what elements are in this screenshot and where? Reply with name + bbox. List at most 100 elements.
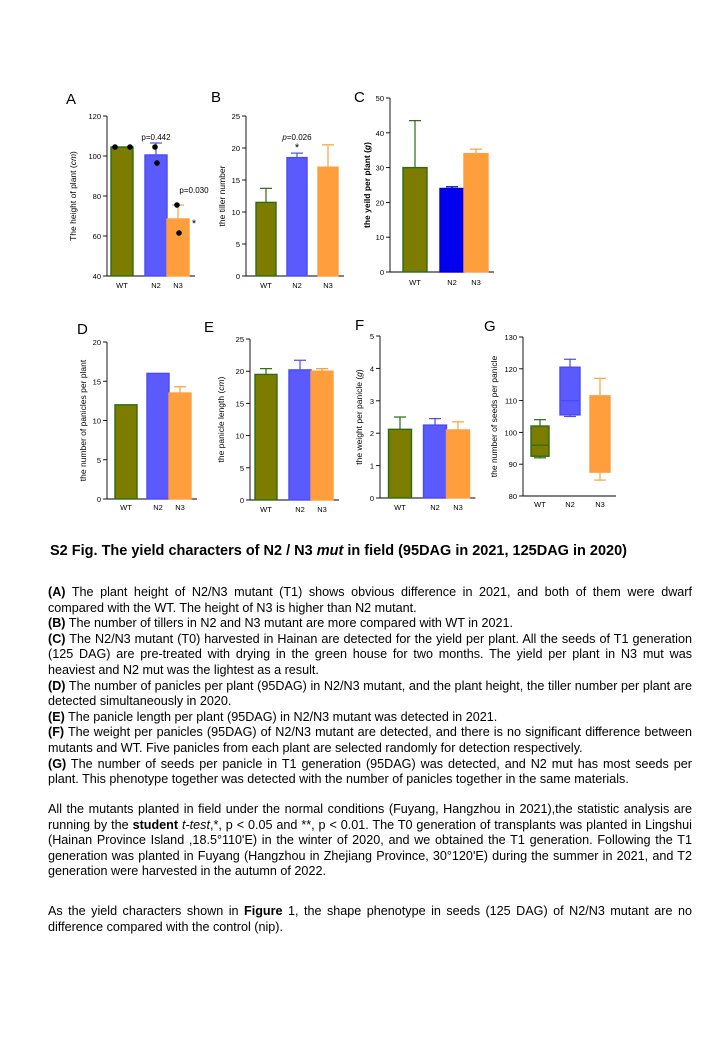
description-g: (G) The number of seeds per panicle in T… — [48, 756, 692, 787]
y-tick-label: 15 — [93, 377, 101, 386]
y-axis-label-part: the panicle length ( — [216, 391, 226, 463]
x-tick-label: WT — [260, 281, 272, 290]
y-tick-label: 5 — [236, 240, 240, 249]
data-point — [174, 202, 180, 208]
y-tick-label: 5 — [240, 464, 244, 473]
panel-descriptions: (A) The plant height of N2/N3 mutant (T1… — [48, 585, 692, 788]
x-tick-label: N2 — [295, 505, 305, 514]
y-tick-label: 1 — [370, 462, 374, 471]
significance-star: * — [295, 142, 300, 154]
y-tick-label: 120 — [504, 365, 517, 374]
y-tick-label: 20 — [93, 338, 101, 347]
panel-letter-b: B — [211, 89, 222, 106]
bar-wt — [254, 373, 278, 501]
x-tick-label: N2 — [565, 500, 575, 509]
summary-paragraph: As the yield characters shown in Figure … — [48, 904, 692, 934]
y-axis-label-part: g — [354, 372, 364, 377]
bar-n3 — [445, 429, 471, 499]
box-n3 — [589, 395, 611, 473]
y-tick-label: 40 — [376, 129, 384, 138]
x-tick-label: WT — [260, 505, 272, 514]
x-tick-label: N3 — [323, 281, 333, 290]
bar-n3 — [463, 152, 489, 273]
p-value-annotation: p=0.030 — [179, 186, 209, 195]
bar-n3 — [166, 218, 190, 277]
y-tick-label: 40 — [93, 272, 101, 281]
x-tick-label: N3 — [595, 500, 605, 509]
y-tick-label: 10 — [232, 208, 240, 217]
description-b: (B) The number of tillers in N2 and N3 m… — [48, 616, 514, 631]
y-axis-label-part: ) — [68, 151, 78, 154]
panel-letter-e: E — [204, 319, 215, 336]
description-a: (A) The plant height of N2/N3 mutant (T1… — [48, 585, 692, 615]
y-axis-label: the yeild per plant (g) — [362, 142, 372, 228]
y-tick-label: 50 — [376, 94, 384, 103]
y-axis-label-part: the yeild per plant ( — [362, 150, 372, 228]
bar-n3 — [310, 370, 334, 501]
bar-wt — [255, 201, 277, 277]
x-tick-label: WT — [534, 500, 546, 509]
y-axis-label-part: the tiller number — [217, 165, 227, 226]
y-axis-label: the number of seeds per panicle — [489, 356, 499, 478]
y-tick-label: 100 — [504, 428, 517, 437]
x-tick-label: N3 — [317, 505, 327, 514]
panel-letter-c: C — [354, 89, 365, 106]
x-tick-label: N3 — [175, 503, 185, 512]
panel-letter-d: D — [77, 321, 88, 338]
y-tick-label: 0 — [370, 494, 374, 503]
bar-wt — [110, 146, 134, 277]
y-tick-label: 0 — [240, 496, 244, 505]
y-tick-label: 25 — [232, 112, 240, 121]
y-tick-label: 2 — [370, 429, 374, 438]
y-tick-label: 20 — [236, 367, 244, 376]
description-d: (D) The number of panicles per plant (95… — [48, 678, 692, 709]
description-e: (E) The panicle length per plant (95DAG)… — [48, 709, 498, 724]
panel-letter-g: G — [484, 318, 496, 335]
y-tick-label: 25 — [236, 335, 244, 344]
bar-n2 — [144, 154, 168, 277]
x-tick-label: N2 — [151, 281, 161, 290]
box-wt — [530, 425, 550, 457]
x-tick-label: N2 — [430, 503, 440, 512]
y-axis-label-part: The height of plant ( — [68, 165, 78, 241]
y-tick-label: 10 — [236, 432, 244, 441]
y-tick-label: 0 — [236, 272, 240, 281]
description-f: (F) The weight per panicles (95DAG) of N… — [48, 725, 692, 755]
figure-caption-title: S2 Fig. The yield characters of N2 / N3 … — [50, 543, 627, 559]
x-tick-label: N2 — [447, 278, 457, 287]
y-axis-label: The height of plant (cm) — [68, 151, 78, 241]
y-tick-label: 15 — [232, 176, 240, 185]
y-axis-label-part: ) — [216, 376, 226, 379]
data-point — [127, 144, 133, 150]
data-point — [176, 230, 182, 236]
y-axis-label-part: ) — [354, 369, 364, 372]
y-axis-label-part: cm — [68, 154, 78, 165]
x-tick-label: N2 — [153, 503, 163, 512]
y-tick-label: 90 — [509, 460, 517, 469]
p-value-annotation: p=0.442 — [141, 133, 171, 142]
y-tick-label: 20 — [376, 198, 384, 207]
description-c: (C) The N2/N3 mutant (T0) harvested in H… — [48, 631, 692, 677]
data-point — [112, 144, 118, 150]
x-tick-label: WT — [409, 278, 421, 287]
bar-n2 — [439, 187, 465, 273]
y-axis-label-part: g — [362, 144, 372, 151]
y-tick-label: 10 — [376, 233, 384, 242]
y-axis-label-part: the number of seeds per panicle — [489, 356, 499, 478]
panel-letter-a: A — [66, 91, 77, 108]
y-axis-label: the tiller number — [217, 165, 227, 226]
box-n2 — [559, 366, 581, 416]
x-tick-label: N3 — [453, 503, 463, 512]
y-axis-label: the number of panicles per plant — [78, 359, 88, 481]
y-axis-label-part: the number of panicles per plant — [78, 359, 88, 481]
y-tick-label: 3 — [370, 397, 374, 406]
y-tick-label: 4 — [370, 364, 374, 373]
significance-star: * — [192, 218, 197, 230]
bar-n3 — [168, 392, 192, 500]
x-tick-label: N3 — [173, 281, 183, 290]
y-tick-label: 10 — [93, 417, 101, 426]
y-axis-label: the panicle length (cm) — [216, 376, 226, 462]
y-tick-label: 15 — [236, 399, 244, 408]
y-axis-label-part: the weight per panicle ( — [354, 377, 364, 465]
y-tick-label: 0 — [380, 268, 384, 277]
